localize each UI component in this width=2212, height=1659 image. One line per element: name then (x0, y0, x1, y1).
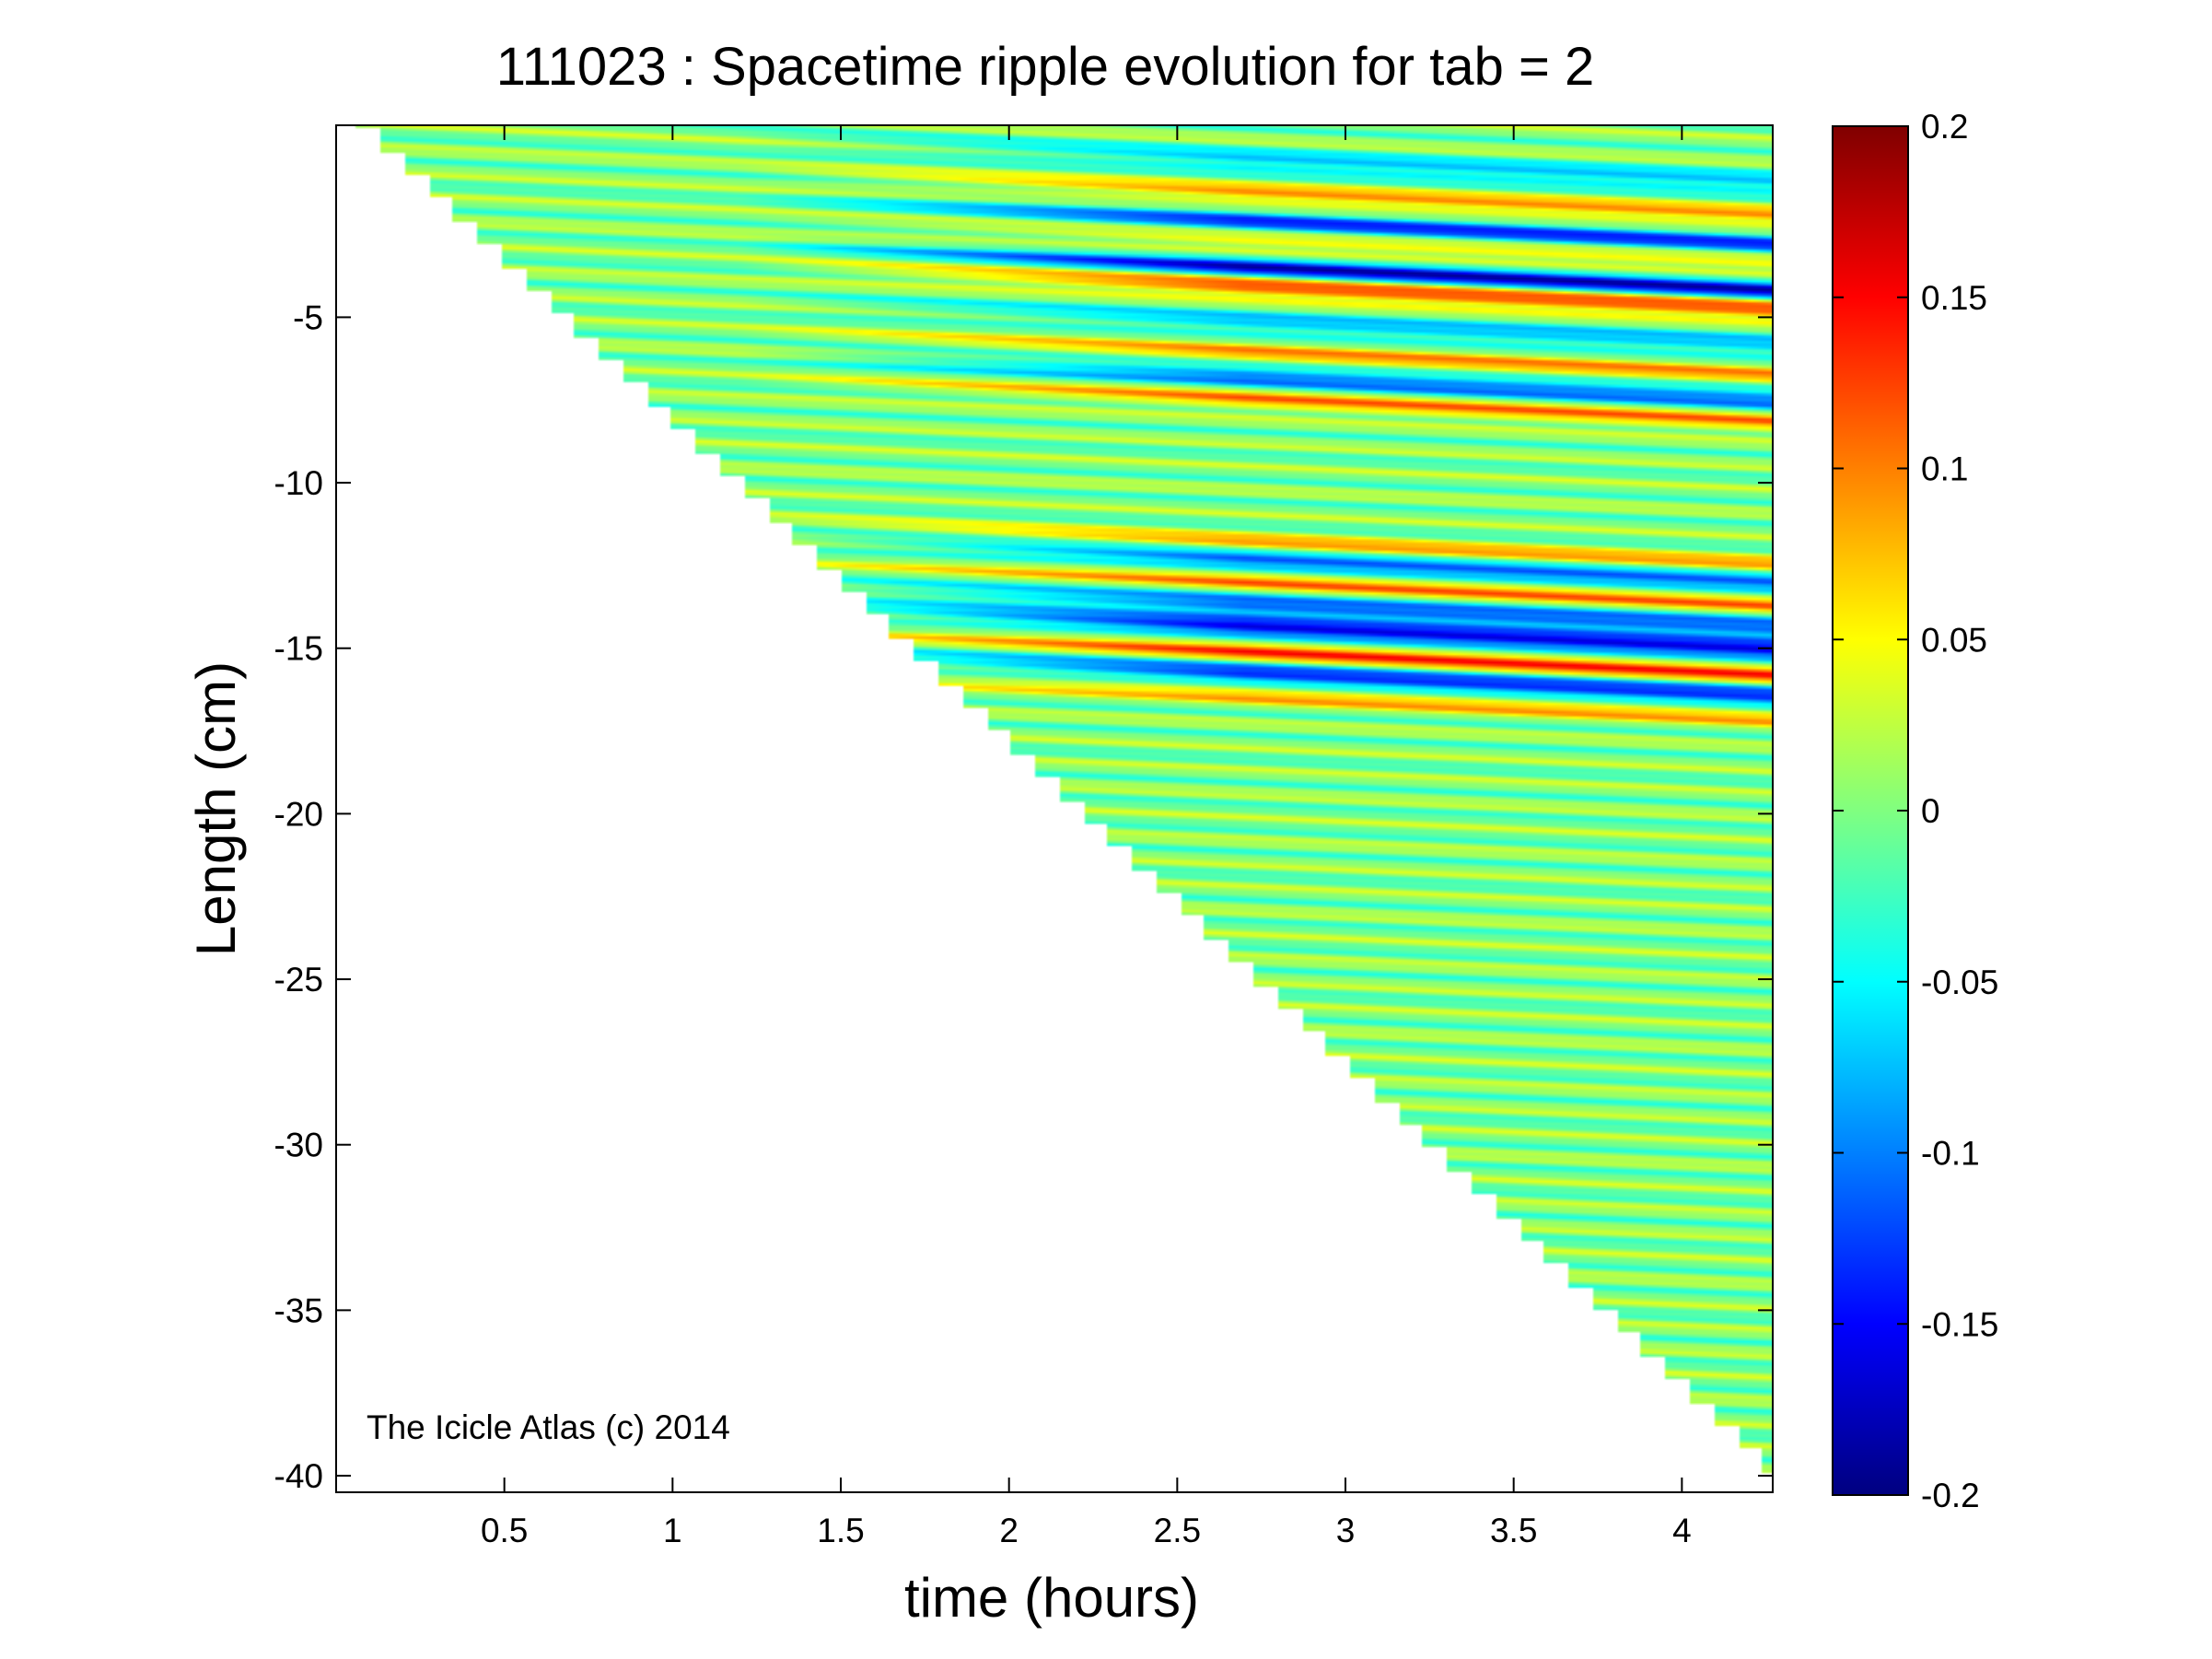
y-tick-label: -5 (293, 298, 323, 336)
colorbar-tick-label: -0.05 (1921, 964, 1998, 1001)
y-axis-label: Length (cm) (185, 661, 247, 956)
y-tick-label: -35 (274, 1291, 323, 1329)
y-tick-label: -15 (274, 630, 323, 668)
x-tick-label: 1 (663, 1512, 682, 1549)
y-tick-label: -25 (274, 961, 323, 999)
plot-frame (335, 124, 1774, 1493)
colorbar-ticks: 0.2 0.15 0.1 0.05 0 -0.05 -0.1 -0.15 -0.2 (1833, 108, 1998, 1514)
x-tick-label: 3 (1336, 1512, 1356, 1549)
colorbar-tick-label: -0.2 (1921, 1477, 1980, 1514)
x-tick-label: 1.5 (817, 1512, 864, 1549)
colorbar-tick-label: 0.05 (1921, 621, 1987, 659)
chart-title: 111023 : Spacetime ripple evolution for … (496, 37, 1594, 97)
colorbar-tick-label: -0.15 (1921, 1305, 1998, 1343)
colorbar-tick-label: 0.15 (1921, 279, 1987, 317)
colorbar-tick-label: 0.2 (1921, 108, 1968, 146)
x-axis-ticks: 0.5 1 1.5 2 2.5 3 3.5 4 (481, 125, 1692, 1549)
colorbar-gradient (1833, 126, 1908, 1495)
colorbar-tick-label: -0.1 (1921, 1135, 1980, 1173)
y-tick-label: -20 (274, 795, 323, 833)
plot-area: 0.5 1 1.5 2 2.5 3 3.5 4 -5 -10 -15 -20 -25 -30 -35 -40 (274, 124, 1774, 1549)
y-tick-label: -10 (274, 464, 323, 502)
x-axis-label: time (hours) (904, 1567, 1199, 1629)
y-axis-ticks: -5 -10 -15 -20 -25 -30 -35 -40 (274, 298, 1773, 1495)
colorbar-tick-label: 0 (1921, 792, 1940, 830)
x-tick-label: 4 (1672, 1512, 1692, 1549)
x-tick-label: 0.5 (481, 1512, 528, 1549)
x-tick-label: 3.5 (1490, 1512, 1537, 1549)
y-tick-label: -40 (274, 1457, 323, 1495)
x-tick-label: 2 (999, 1512, 1019, 1549)
ripple-heatmap (336, 125, 1773, 1492)
colorbar-tick-label: 0.1 (1921, 450, 1968, 488)
colorbar: 0.2 0.15 0.1 0.05 0 -0.05 -0.1 -0.15 -0.2 (1832, 108, 1998, 1514)
x-tick-label: 2.5 (1154, 1512, 1201, 1549)
watermark-text: The Icicle Atlas (c) 2014 (367, 1408, 730, 1446)
y-tick-label: -30 (274, 1127, 323, 1164)
